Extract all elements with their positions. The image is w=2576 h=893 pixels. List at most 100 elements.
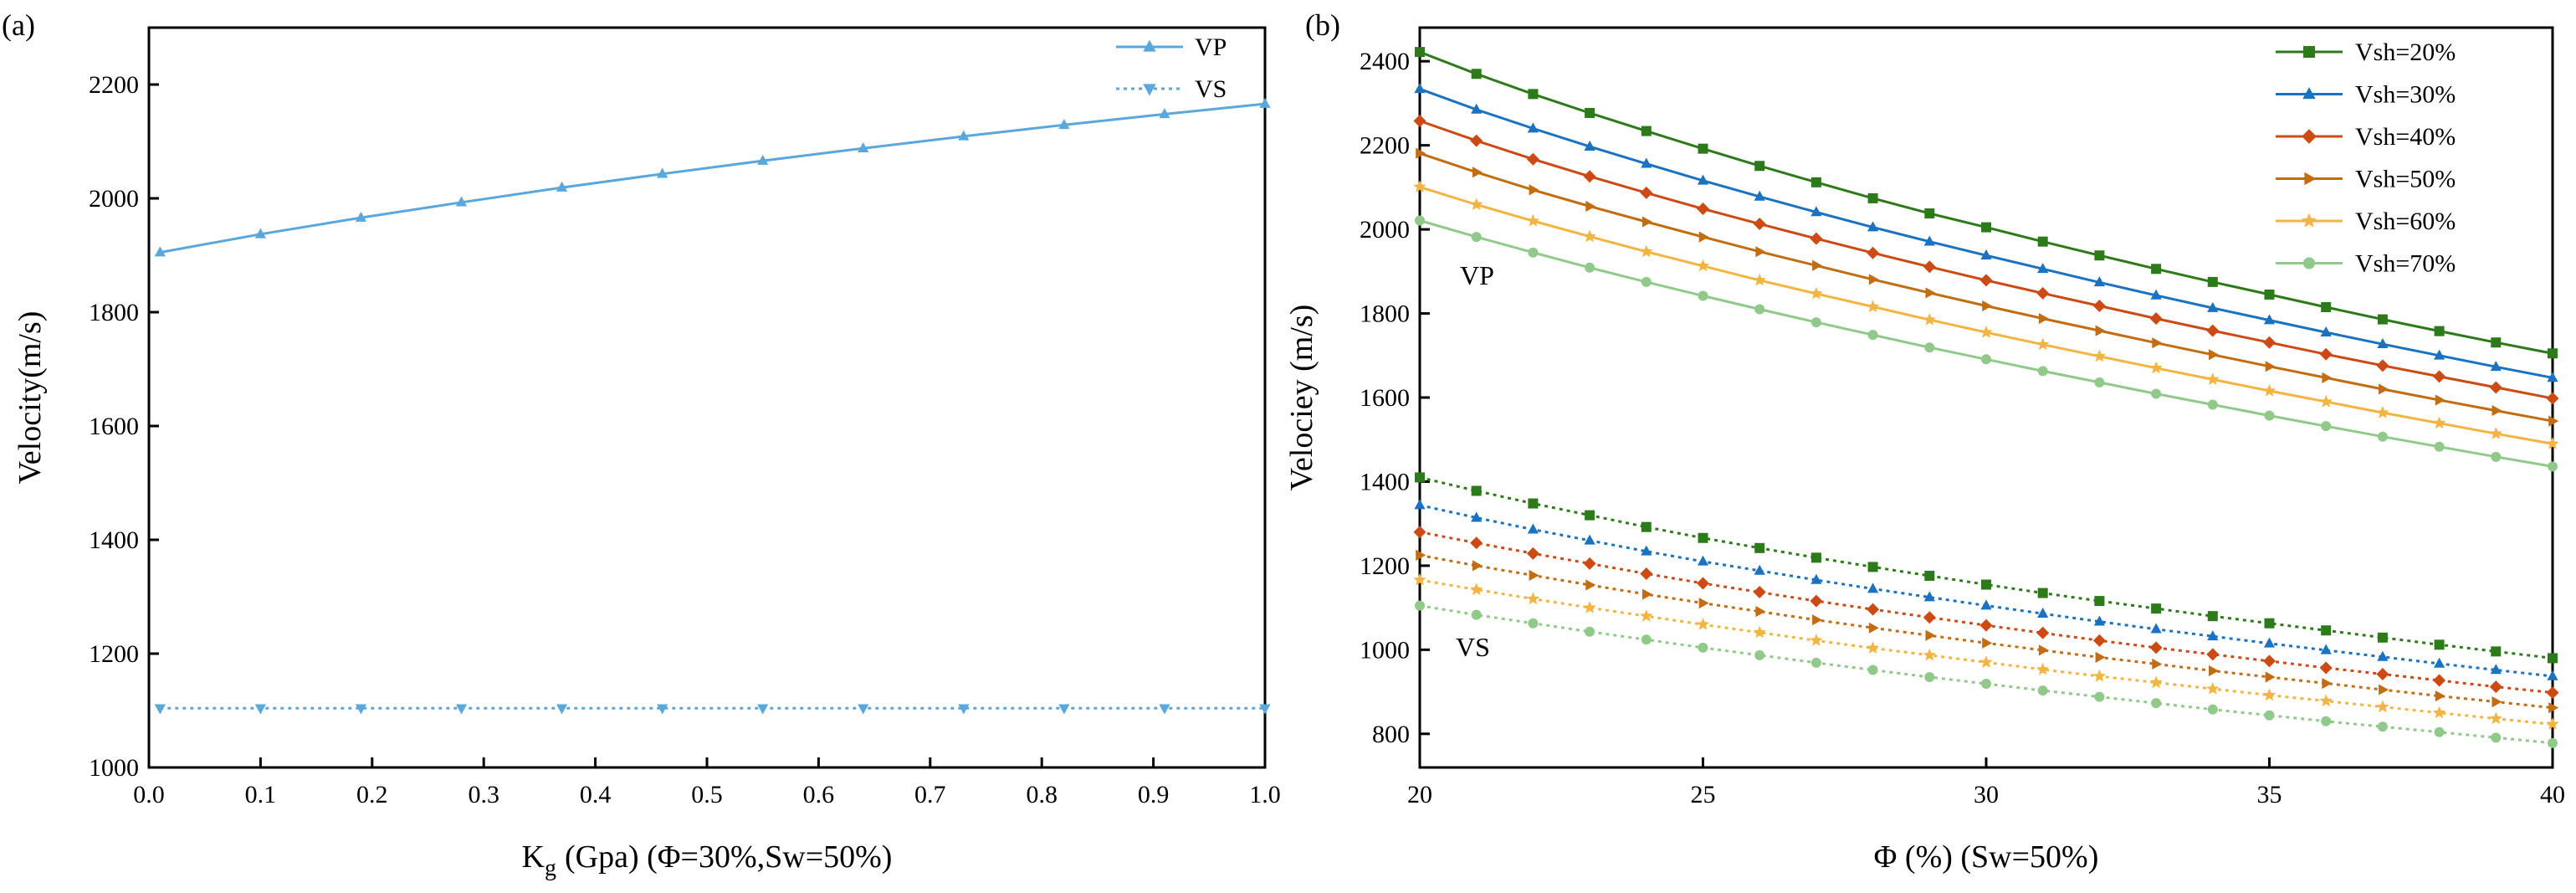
vp-point-vsh-70	[2321, 421, 2332, 432]
vp-point-vsh-50	[1585, 200, 1596, 213]
vp-point-vsh-50	[1755, 246, 1766, 258]
panel-a-x-label-main: K	[522, 839, 545, 875]
vs-annotation: VS	[1456, 632, 1490, 662]
vs-point-vsh-50	[2491, 696, 2502, 708]
vs-point-vsh-70	[1810, 657, 1821, 668]
vp-point-vsh-20	[2548, 348, 2558, 359]
vp-point-vsh-70	[2037, 366, 2048, 377]
vp-point	[1259, 97, 1271, 108]
vp-point-vsh-20	[1415, 47, 1425, 58]
vp-point-vsh-40	[2036, 286, 2050, 300]
vs-point-vsh-50	[1755, 606, 1766, 618]
vp-point-vsh-50	[2491, 404, 2502, 417]
vs-point-vsh-70	[2037, 685, 2048, 696]
vs-point-vsh-60	[1923, 648, 1936, 661]
vp-point-vsh-20	[1754, 161, 1765, 172]
vp-point-vsh-40	[1810, 232, 1823, 245]
vp-point-vsh-70	[1641, 276, 1652, 287]
vp-point-vsh-60	[2092, 349, 2107, 362]
vp-point-vsh-40	[2546, 392, 2559, 405]
vs-point-vsh-40	[2433, 674, 2446, 687]
panel-b-y-tick-label: 1200	[1360, 552, 1410, 580]
vs-point-vsh-50	[2435, 690, 2445, 702]
panel-b-x-tick-label: 30	[1974, 781, 1999, 808]
vs-point-vsh-60	[2092, 669, 2107, 682]
vs-point-vsh-50	[1529, 569, 1539, 582]
vp-point-vsh-20	[2491, 337, 2502, 348]
panel-a-label: (a)	[2, 8, 35, 42]
panel-b-y-axis-label: Velociey (m/s)	[1284, 305, 1319, 491]
vp-point-vsh-60	[2546, 437, 2559, 449]
vp-point-vsh-40	[1697, 202, 1709, 215]
legend-item-vsh-60: Vsh=60%	[2276, 208, 2456, 235]
vs-point-vsh-40	[1979, 618, 1993, 632]
vs-point-vsh-20	[2548, 653, 2558, 664]
series-vs	[154, 704, 1271, 715]
vs-point-vsh-60	[1979, 655, 1993, 668]
vp-point-vsh-50	[1416, 147, 1426, 159]
vs-point-vsh-30	[1697, 555, 1709, 566]
panel-b-x-tick-label: 25	[1691, 781, 1716, 808]
vs-point-vsh-30	[2037, 607, 2049, 618]
vp-point-vsh-40	[2319, 347, 2333, 361]
vp-point-vsh-30	[1810, 206, 1822, 217]
panel-a-x-label-sub: g	[545, 855, 556, 881]
panel-b-series	[1413, 47, 2559, 748]
panel-b-y-tick-label: 1400	[1360, 468, 1410, 495]
vp-point-vsh-20	[1528, 89, 1539, 100]
legend-item-vsh-20: Vsh=20%	[2276, 38, 2456, 66]
vs-point-vsh-20	[2434, 639, 2445, 650]
vp-point-vsh-40	[2489, 381, 2502, 394]
vp-point-vsh-40	[1526, 152, 1539, 166]
vp-point-vsh-30	[1754, 190, 1765, 201]
vs-point-vsh-70	[1867, 665, 1878, 675]
panel-a-series	[154, 97, 1271, 715]
vs-point-vsh-30	[2377, 650, 2389, 661]
vs-point-vsh-50	[1812, 614, 1823, 626]
vp-point-vsh-20	[1471, 69, 1482, 80]
panel-a-x-tick-label: 0.4	[580, 781, 612, 808]
vp-point-vsh-20	[1924, 208, 1935, 219]
vs-point-vsh-30	[1810, 573, 1822, 584]
panel-a-legend: VP VS	[1116, 33, 1227, 103]
vp-point-vsh-50	[1868, 274, 1879, 285]
vp-point-vsh-40	[2149, 312, 2163, 326]
legend-marker	[2303, 257, 2315, 269]
vs-point-vsh-60	[2546, 717, 2559, 730]
vp-point-vsh-30	[2377, 338, 2389, 349]
vs-point-vsh-60	[1526, 592, 1540, 605]
vs-point-vsh-30	[1923, 591, 1935, 602]
vs-point-vsh-30	[2320, 644, 2332, 654]
panel-b-y-ticks: 800 1000 1200 1400 1600 1800 2000 2200 2400	[1360, 48, 1430, 748]
panel-b-label: (b)	[1305, 8, 1340, 42]
panel-b-y-tick-label: 1800	[1360, 300, 1410, 328]
legend-marker	[1143, 84, 1156, 96]
panel-b: (b) 80010001200140016001800200022002400 …	[1284, 8, 2565, 875]
vs-point-vsh-60	[2376, 700, 2389, 713]
vp-line-vsh-50	[1419, 151, 2553, 423]
vs-point-vsh-40	[1583, 557, 1596, 570]
vp-point	[958, 130, 970, 141]
vs-point-vsh-40	[1923, 611, 1936, 624]
series-vp	[154, 97, 1271, 257]
vs-point-vsh-50	[2209, 665, 2219, 677]
vs-point	[858, 704, 869, 715]
vs-point-vsh-30	[1471, 511, 1483, 522]
vp-point-vsh-40	[1979, 274, 1993, 287]
panel-b-legend: Vsh=20% Vsh=30% Vsh=40% Vsh=50% Vsh=60% Vsh=7…	[2276, 38, 2456, 278]
vp-point-vsh-40	[1640, 186, 1653, 199]
vs-point-vsh-70	[2207, 704, 2218, 715]
vs-point-vsh-70	[2094, 691, 2105, 702]
panel-a-y-axis-label: Velocity(m/s)	[13, 311, 48, 485]
vs-point-vsh-70	[2321, 716, 2332, 726]
vs-point-vsh-20	[1641, 521, 1652, 532]
vs-point-vsh-20	[1585, 510, 1595, 521]
legend-item-vp: VP	[1116, 33, 1227, 61]
vp-point-vsh-20	[1981, 222, 1991, 233]
vs-point-vsh-70	[1981, 679, 1991, 690]
panel-a-y-tick-label: 1600	[89, 413, 139, 440]
vs-point-vsh-50	[2152, 658, 2163, 670]
vs-point-vsh-60	[2262, 688, 2276, 701]
